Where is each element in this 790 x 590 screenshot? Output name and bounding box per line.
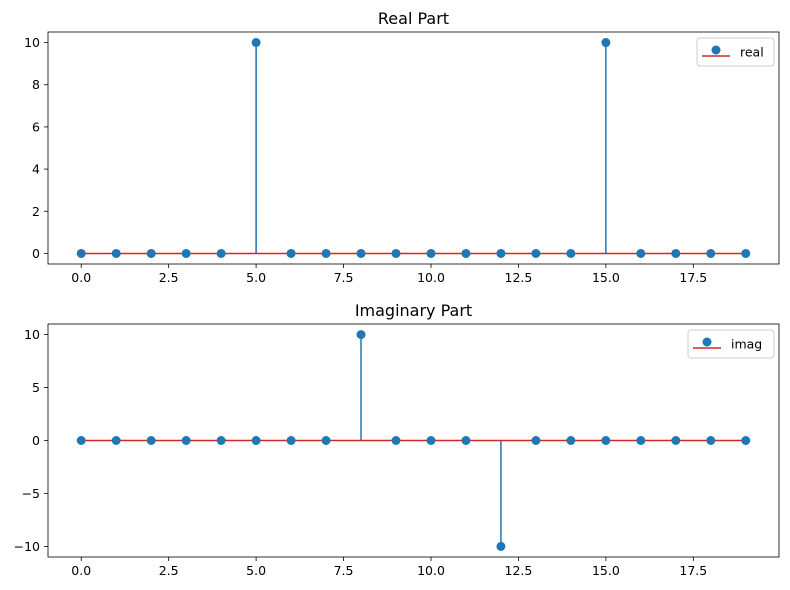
legend-marker-swatch [702,337,712,347]
stem-marker [671,436,681,445]
stem-marker [216,436,226,445]
stem-marker [251,38,261,48]
x-tick-label: 17.5 [679,563,707,578]
stem-marker [426,248,436,258]
stem-marker [566,248,576,258]
x-tick-label: 15.0 [592,563,620,578]
stem-marker [286,436,296,445]
x-tick-label: 12.5 [505,563,533,578]
stem-marker [356,330,366,340]
y-tick-label: 6 [32,119,40,134]
imaginary-part-title: Imaginary Part [355,301,472,320]
x-tick-label: 12.5 [505,270,533,285]
subplot-real: Real Part 0.0 2.5 5.0 7.5 10.0 12.5 15.0 17.5 0 2… [24,9,780,285]
stem-marker [706,436,716,445]
legend-box [687,329,775,359]
legend: real [696,37,775,67]
x-tick-label: 15.0 [592,270,620,285]
real-part-plot-area: 0.0 2.5 5.0 7.5 10.0 12.5 15.0 17.5 0 2 4 6 8 10 real [24,31,780,285]
stem-marker [391,436,401,445]
stem-marker [671,248,681,258]
stem-marker [496,248,506,258]
stem-marker [706,248,716,258]
stem-marker [601,436,611,445]
stem-marker [286,248,296,258]
x-tick-label: 5.0 [246,563,266,578]
stem-marker [741,436,751,445]
y-tick-label: 4 [32,162,40,177]
x-tick-label: 2.5 [159,563,179,578]
y-tick-label: 0 [32,246,40,261]
legend: imag [687,329,775,359]
axes-frame [47,31,780,265]
subplot-imag: Imaginary Part 0.0 2.5 5.0 7.5 10.0 12.5 15.0 1… [14,301,780,578]
stem-marker [146,436,156,445]
y-tick-label: 10 [24,327,40,342]
stem-marker [496,541,506,551]
stem-marker [461,248,471,258]
x-tick-label: 2.5 [159,270,179,285]
x-tick-label: 7.5 [334,563,354,578]
stem-marker [111,248,121,258]
y-tick-label: 8 [32,77,40,92]
stem-marker [356,248,366,258]
stem-marker [216,248,226,258]
stem-marker [391,248,401,258]
x-tick-label: 5.0 [246,270,266,285]
stem-marker [566,436,576,445]
stem-marker [146,248,156,258]
stem-marker [601,38,611,48]
stem-marker [741,248,751,258]
stem-marker [636,436,646,445]
legend-label: real [740,45,764,60]
stem-marker [636,248,646,258]
stem-marker [251,436,261,445]
y-tick-label: −10 [14,539,40,554]
stem-marker [181,436,191,445]
x-tick-label: 0.0 [71,270,91,285]
axes-frame [47,323,780,558]
stem-marker [461,436,471,445]
legend-marker-swatch [711,45,721,55]
stem-marker [531,436,541,445]
stem-marker [531,248,541,258]
x-tick-label: 7.5 [334,270,354,285]
x-tick-label: 10.0 [417,270,445,285]
stem-marker [426,436,436,445]
stem-marker [181,248,191,258]
stem-marker [76,436,86,445]
real-part-title: Real Part [378,9,449,28]
y-tick-label: 0 [32,433,40,448]
stem-marker [321,436,331,445]
legend-box [696,37,775,67]
y-tick-label: −5 [22,486,40,501]
legend-label: imag [731,337,762,352]
stem-marker [76,248,86,258]
stem-marker [111,436,121,445]
imaginary-part-plot-area: 0.0 2.5 5.0 7.5 10.0 12.5 15.0 17.5 −10 −5 0 5 10 ima… [14,323,780,578]
x-tick-label: 17.5 [679,270,707,285]
stem-marker [321,248,331,258]
y-tick-label: 10 [24,35,40,50]
x-tick-label: 0.0 [71,563,91,578]
x-tick-label: 10.0 [417,563,445,578]
y-tick-label: 2 [32,204,40,219]
y-tick-label: 5 [32,380,40,395]
